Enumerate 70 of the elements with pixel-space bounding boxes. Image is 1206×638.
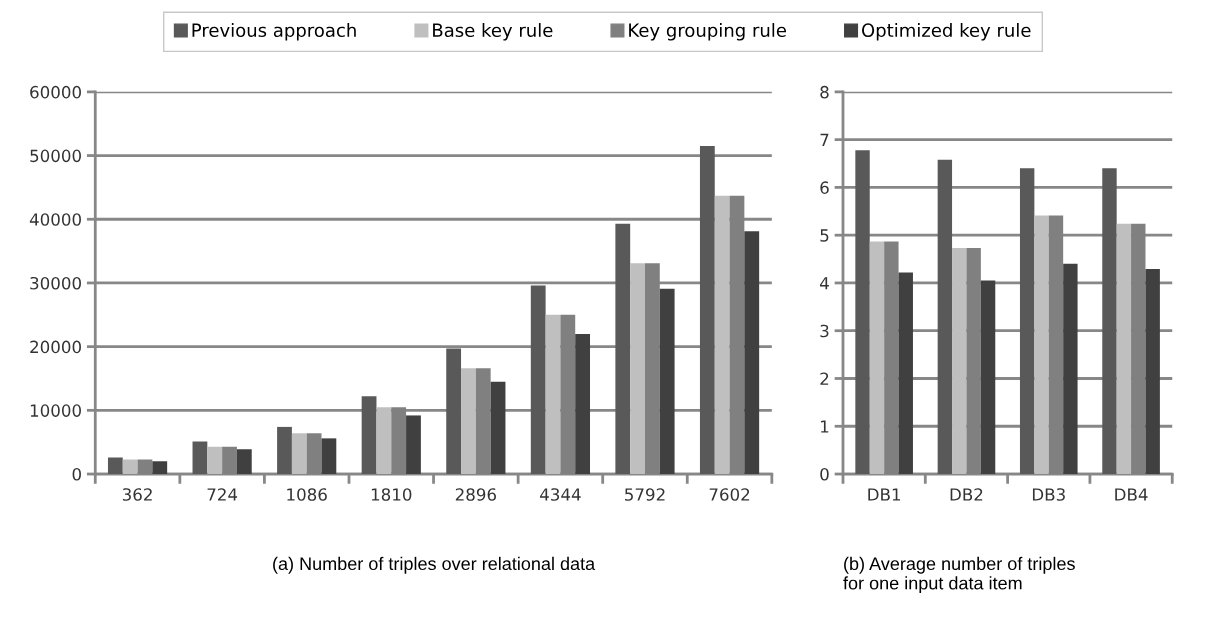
bar [659, 288, 675, 475]
x-axis-title: (a) Number of triples over relational data [273, 556, 596, 574]
bar [122, 459, 138, 475]
bar [291, 433, 307, 475]
bar [192, 441, 208, 475]
bar [236, 449, 252, 475]
bar [980, 280, 996, 475]
bar [530, 285, 546, 475]
bar [461, 368, 476, 475]
x-tick-label: 362 [122, 488, 152, 501]
legend-label: Key grouping rule [629, 23, 786, 41]
bar [1145, 269, 1160, 475]
bar [699, 146, 715, 475]
bar [406, 415, 421, 475]
bar [361, 396, 377, 475]
bar [744, 231, 760, 475]
y-tick-label: 50000 [30, 149, 81, 163]
bar [207, 446, 223, 475]
bar [376, 407, 392, 475]
bar [952, 248, 967, 475]
bar [1019, 168, 1035, 475]
bar [545, 314, 561, 475]
x-tick-label: DB4 [1115, 488, 1148, 501]
bar [575, 333, 591, 475]
y-tick-label: 0 [820, 468, 829, 481]
bar [855, 150, 870, 475]
legend-label: Base key rule [433, 23, 553, 41]
bar [615, 223, 631, 475]
y-tick-label: 4 [820, 277, 829, 290]
y-tick-label: 8 [820, 85, 829, 99]
y-tick-label: 0 [72, 468, 81, 481]
bar [1102, 168, 1117, 475]
legend-label: Optimized key rule [861, 23, 1031, 41]
bar [490, 381, 506, 475]
y-tick-label: 60000 [30, 85, 81, 99]
y-tick-label: 3 [820, 324, 829, 338]
bar [446, 348, 462, 475]
bar [277, 426, 292, 475]
x-tick-label: 2896 [455, 488, 496, 501]
y-tick-label: 5 [820, 229, 829, 242]
bar [152, 461, 168, 475]
bar [714, 195, 730, 475]
y-tick-label: 1 [821, 420, 829, 433]
bar [1034, 215, 1049, 475]
x-tick-label: DB2 [950, 488, 983, 501]
x-tick-label: DB1 [868, 488, 901, 501]
bar [107, 457, 123, 475]
x-tick-label: 5792 [625, 488, 665, 501]
bar [1063, 263, 1078, 475]
x-tick-label: 1810 [371, 488, 412, 501]
bar [937, 159, 953, 475]
x-tick-label: DB3 [1032, 488, 1065, 501]
y-tick-label: 20000 [30, 340, 81, 354]
y-tick-label: 40000 [29, 213, 81, 226]
y-tick-label: 7 [820, 133, 829, 146]
bar [1116, 223, 1132, 475]
x-tick-label: 724 [207, 488, 238, 501]
bar [321, 438, 337, 475]
y-tick-label: 30000 [30, 276, 81, 290]
y-tick-label: 6 [820, 181, 829, 194]
x-tick-label: 7602 [709, 488, 750, 501]
bar [630, 263, 645, 475]
x-axis-title: (b) Average number of triples for one input data item [843, 556, 1075, 594]
y-tick-label: 10000 [30, 404, 81, 417]
legend-label: Previous approach [192, 23, 356, 41]
x-tick-label: 4344 [540, 488, 581, 501]
x-tick-label: 1086 [287, 488, 327, 501]
y-tick-label: 2 [820, 372, 829, 385]
bar [898, 272, 913, 475]
bar [869, 241, 885, 475]
